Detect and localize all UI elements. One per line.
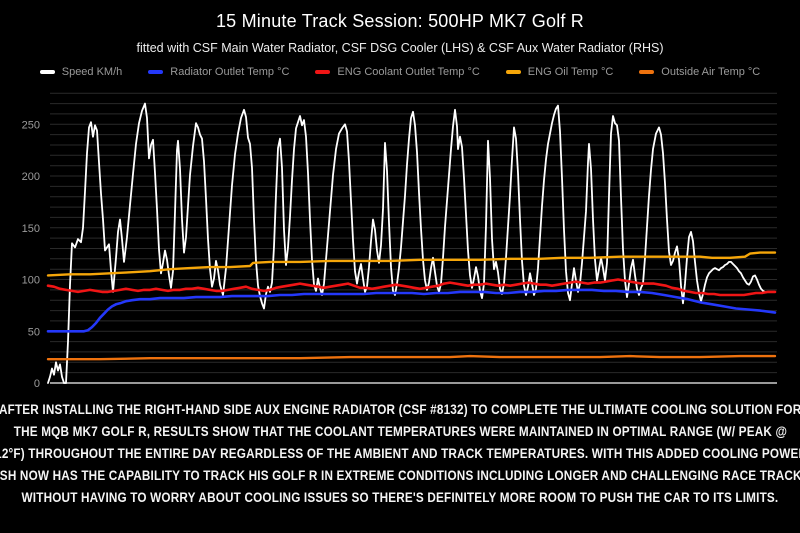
oil-series-swatch [505,70,521,74]
legend-label: Speed KM/h [61,66,123,78]
legend-label: ENG Oil Temp °C [527,66,614,78]
caption-line: AFTER INSTALLING THE RIGHT-HAND SIDE AUX… [0,402,800,417]
page-subtitle: fitted with CSF Main Water Radiator, CSF… [136,41,664,55]
svg-text:250: 250 [22,119,40,131]
legend-item-oil-temp: ENG Oil Temp °C [505,66,614,78]
caption-line: WITHOUT HAVING TO WORRY ABOUT COOLING IS… [21,490,779,505]
speed-series-swatch [39,70,55,74]
track-session-chart: 0 50 100 150 200 250 [0,85,800,397]
header: 15 Minute Track Session: 500HP MK7 Golf … [0,0,800,55]
chart-canvas: 0 50 100 150 200 250 [22,92,777,390]
caption-line: THE MQB MK7 GOLF R, RESULTS SHOW THAT TH… [13,424,787,439]
legend-label: ENG Coolant Outlet Temp °C [337,66,480,78]
svg-text:200: 200 [22,171,40,183]
radiator-series-swatch [148,70,164,74]
svg-text:50: 50 [28,326,40,338]
legend-label: Outside Air Temp °C [661,66,761,78]
chart-legend: Speed KM/h Radiator Outlet Temp °C ENG C… [0,66,800,78]
legend-item-outside-air-temp: Outside Air Temp °C [639,66,760,78]
outside-air-series-swatch [639,70,655,74]
caption-line: 212°F) THROUGHOUT THE ENTIRE DAY REGARDL… [0,446,800,461]
svg-text:100: 100 [22,275,40,287]
caption-text: AFTER INSTALLING THE RIGHT-HAND SIDE AUX… [0,399,800,509]
legend-item-coolant-outlet-temp: ENG Coolant Outlet Temp °C [315,66,480,78]
caption-line: ASH NOW HAS THE CAPABILITY TO TRACK HIS … [0,468,800,483]
page-title: 15 Minute Track Session: 500HP MK7 Golf … [215,11,585,31]
coolant-series-swatch [315,70,331,74]
svg-text:0: 0 [34,378,40,390]
legend-item-radiator-outlet-temp: Radiator Outlet Temp °C [148,66,289,78]
legend-item-speed: Speed KM/h [39,66,123,78]
svg-text:150: 150 [22,223,40,235]
legend-label: Radiator Outlet Temp °C [170,66,290,78]
